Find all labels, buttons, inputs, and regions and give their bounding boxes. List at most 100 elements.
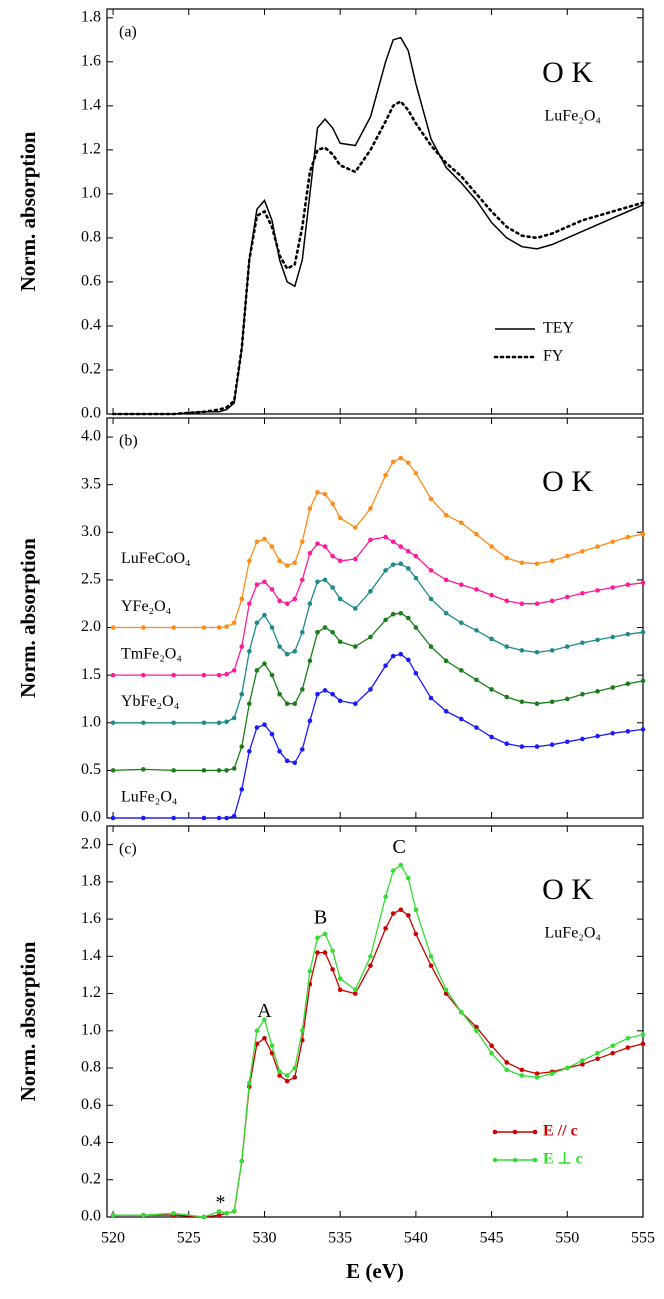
- data-point: [307, 550, 313, 556]
- data-point: [141, 720, 146, 726]
- annotation: A: [257, 1000, 272, 1022]
- data-point: [595, 733, 600, 739]
- y-tick-label: 1.0: [81, 713, 101, 730]
- data-point: [353, 644, 358, 649]
- data-point: [625, 1045, 631, 1050]
- data-point: [534, 744, 540, 749]
- data-point: [474, 531, 479, 537]
- data-point: [277, 1069, 282, 1075]
- data-point: [489, 544, 494, 549]
- data-point: [239, 691, 245, 697]
- data-point: [239, 596, 245, 602]
- data-point: [300, 539, 305, 545]
- data-point: [277, 749, 282, 754]
- data-point: [368, 634, 373, 640]
- data-point: [406, 566, 411, 571]
- data-point: [254, 668, 260, 673]
- data-point: [443, 577, 449, 583]
- data-point: [504, 555, 510, 561]
- data-point: [201, 1214, 207, 1220]
- data-point: [353, 525, 358, 530]
- y-tick-label: 0.0: [81, 1208, 101, 1225]
- legend-label: E ⊥ c: [543, 1151, 583, 1168]
- y-tick-label: 0.6: [81, 1096, 101, 1113]
- data-point: [315, 489, 320, 495]
- data-point: [110, 720, 116, 726]
- data-point: [171, 625, 176, 630]
- data-point: [390, 562, 396, 567]
- data-point: [110, 625, 116, 630]
- data-point: [307, 718, 313, 724]
- data-point: [610, 539, 616, 545]
- data-point: [353, 701, 358, 707]
- data-point: [216, 720, 222, 726]
- data-point: [489, 1050, 494, 1056]
- data-point: [224, 815, 229, 821]
- sample-label: LuFe₂O₄: [545, 925, 602, 942]
- plot-frame: [106, 417, 644, 819]
- data-point: [459, 582, 464, 587]
- y-axis-label: Norm. absorption: [16, 941, 40, 1101]
- data-point: [413, 575, 419, 581]
- data-point: [413, 470, 419, 476]
- data-point: [595, 1050, 600, 1056]
- data-point: [284, 701, 290, 707]
- data-point: [504, 598, 510, 604]
- data-point: [284, 651, 290, 657]
- data-point: [231, 620, 237, 626]
- data-point: [398, 561, 404, 567]
- data-point: [368, 537, 373, 543]
- data-point: [353, 606, 358, 611]
- data-point: [337, 639, 343, 645]
- y-tick-label: 0.0: [81, 405, 101, 422]
- data-point: [398, 455, 404, 461]
- y-tick-label: 1.2: [81, 984, 101, 1001]
- data-point: [254, 725, 260, 730]
- data-point: [307, 601, 313, 607]
- data-point: [489, 687, 494, 692]
- data-point: [564, 594, 570, 600]
- data-point: [443, 610, 449, 616]
- data-point: [368, 963, 373, 968]
- legend-label: TEY: [543, 320, 575, 337]
- data-point: [141, 815, 146, 821]
- data-point: [247, 601, 252, 607]
- y-tick-label: 0.4: [81, 317, 101, 334]
- data-point: [239, 787, 245, 792]
- data-point: [141, 625, 146, 630]
- data-point: [504, 1060, 510, 1065]
- data-point: [284, 1073, 290, 1078]
- data-point: [428, 496, 434, 502]
- data-point: [368, 506, 373, 511]
- data-point: [443, 658, 449, 664]
- data-point: [549, 648, 555, 653]
- data-point: [368, 589, 373, 594]
- y-tick-label: 0.4: [81, 1133, 101, 1150]
- data-point: [398, 651, 404, 657]
- data-point: [239, 1158, 245, 1164]
- data-point: [383, 663, 388, 668]
- data-point: [322, 950, 328, 955]
- y-tick-label: 1.4: [81, 947, 101, 964]
- data-point: [171, 720, 176, 726]
- data-point: [254, 1028, 260, 1034]
- legend-marker: [512, 1129, 518, 1135]
- data-point: [171, 815, 176, 821]
- data-point: [595, 544, 600, 549]
- legend-label: LuFeCoO₄: [121, 550, 191, 567]
- y-tick-label: 1.6: [81, 52, 101, 69]
- data-point: [330, 691, 335, 697]
- data-point: [534, 601, 540, 607]
- data-point: [625, 534, 631, 540]
- data-point: [171, 672, 176, 678]
- data-point: [330, 553, 335, 559]
- data-point: [390, 611, 396, 617]
- data-point: [337, 596, 343, 602]
- data-point: [474, 587, 479, 592]
- data-point: [231, 766, 237, 771]
- plot-frame: [106, 825, 644, 1218]
- data-point: [171, 768, 176, 773]
- data-point: [216, 1209, 222, 1214]
- panel-heading: O K: [542, 465, 593, 498]
